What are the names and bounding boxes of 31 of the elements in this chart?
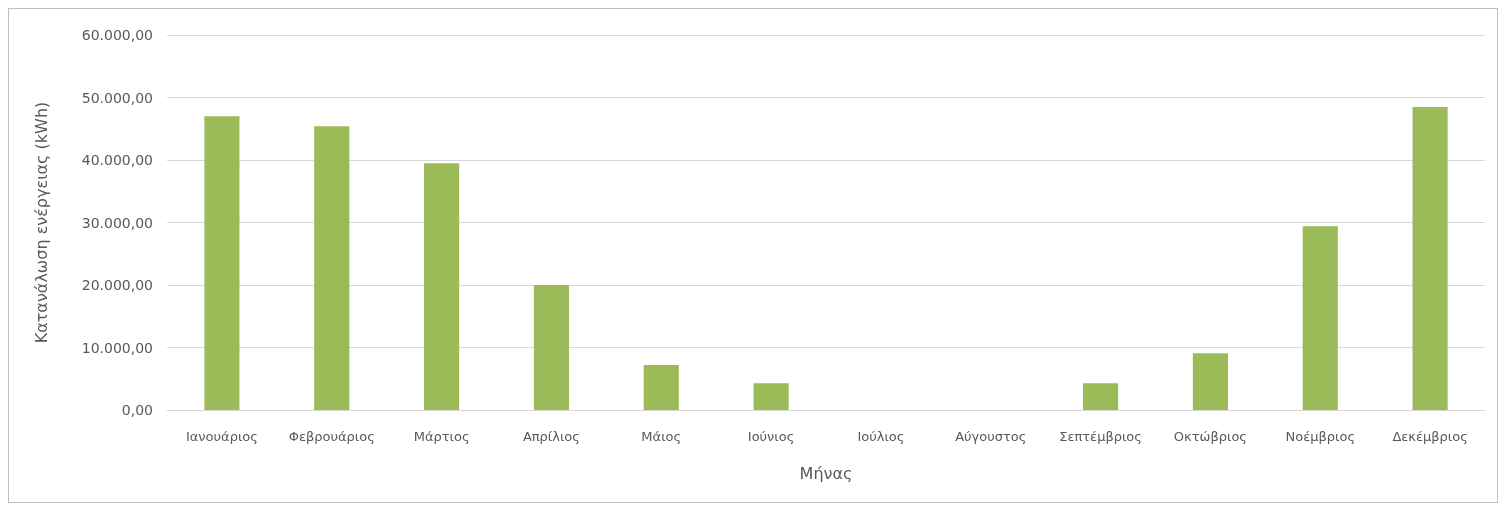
x-tick-label: Φεβρουάριος — [288, 429, 375, 444]
x-tick-label: Μάρτιος — [413, 429, 470, 444]
x-tick-label: Ιανουάριος — [185, 429, 258, 444]
x-tick-label: Απρίλιος — [522, 429, 580, 444]
bar — [1412, 106, 1448, 410]
x-tick-label: Ιούνιος — [747, 429, 795, 444]
bar — [1302, 226, 1338, 410]
x-tick-label: Ιούλιος — [857, 429, 905, 444]
bar — [643, 365, 679, 410]
y-tick-label: 0,00 — [121, 402, 153, 418]
bar — [533, 285, 569, 410]
x-tick-label: Οκτώβριος — [1173, 429, 1247, 444]
y-tick-label: 30.000,00 — [81, 214, 153, 231]
x-tick-label: Δεκέμβριος — [1392, 429, 1468, 444]
bar — [1192, 353, 1228, 410]
x-tick-label: Σεπτέμβριος — [1059, 429, 1142, 444]
bar — [753, 383, 789, 410]
bar — [1083, 383, 1119, 410]
bar — [424, 163, 460, 410]
x-tick-label: Αύγουστος — [955, 429, 1027, 444]
y-tick-label: 50.000,00 — [81, 89, 153, 106]
x-tick-label: Μάιος — [641, 429, 682, 444]
y-tick-label: 10.000,00 — [81, 339, 153, 356]
y-axis-title: Κατανάλωση ενέργειας (kWh) — [31, 101, 51, 344]
y-tick-label: 60.000,00 — [81, 27, 153, 43]
x-axis-title: Μήνας — [799, 463, 853, 483]
y-tick-label: 40.000,00 — [81, 152, 153, 168]
bar — [204, 116, 240, 410]
x-tick-label: Νοέμβριος — [1285, 429, 1356, 444]
y-tick-label: 20.000,00 — [81, 277, 153, 293]
bar — [314, 126, 350, 410]
